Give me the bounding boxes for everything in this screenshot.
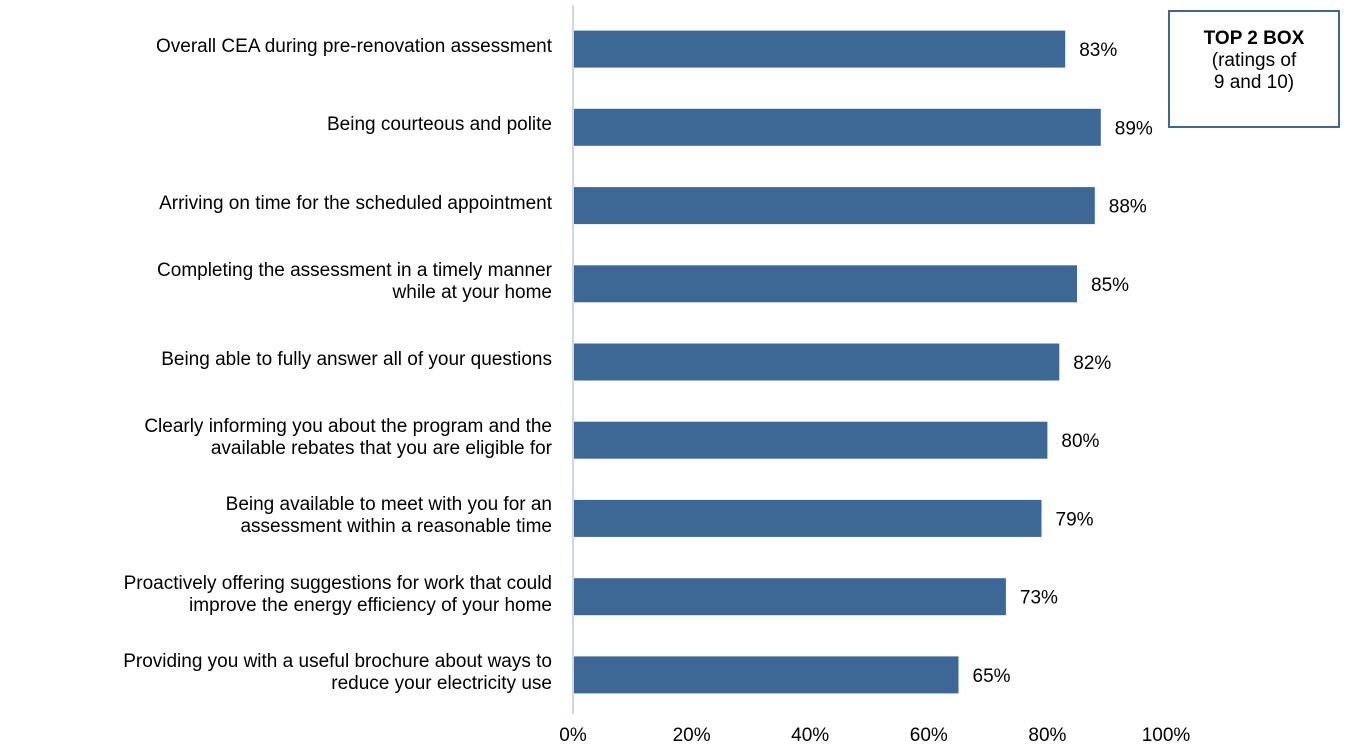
x-tick-label: 20% <box>673 725 711 746</box>
bar <box>574 656 959 694</box>
data-label: 79% <box>1056 509 1094 530</box>
category-label: Being able to fully answer all of your q… <box>161 349 552 371</box>
category-label: Arriving on time for the scheduled appoi… <box>159 193 552 215</box>
category-label: Providing you with a useful brochure abo… <box>123 651 552 695</box>
x-tick-label: 100% <box>1142 725 1191 746</box>
category-label: Proactively offering suggestions for wor… <box>124 573 552 617</box>
category-label-line: Overall CEA during pre-renovation assess… <box>155 36 552 58</box>
data-label: 85% <box>1091 275 1129 296</box>
category-label-line: available rebates that you are eligible … <box>210 438 552 460</box>
x-tick-label: 0% <box>559 725 587 746</box>
data-label: 65% <box>973 666 1011 687</box>
category-label-line: Being able to fully answer all of your q… <box>161 349 552 370</box>
category-label-line: Clearly informing you about the program … <box>144 416 552 438</box>
x-tick-label: 40% <box>791 725 829 746</box>
bar <box>574 578 1006 616</box>
category-label: Being available to meet with you for an a… <box>226 494 552 538</box>
bar <box>574 30 1066 68</box>
bar <box>574 187 1095 225</box>
category-label-line: assessment within a reasonable time <box>240 516 552 538</box>
bar <box>574 108 1101 146</box>
data-label: 88% <box>1109 197 1147 218</box>
note-line-2: 9 and 10) <box>1213 72 1295 93</box>
bar <box>574 343 1060 381</box>
x-tick-label: 60% <box>910 725 948 746</box>
note-line-1: (ratings of <box>1211 50 1297 71</box>
bar <box>574 421 1048 459</box>
category-label-line: improve the energy efficiency of your ho… <box>189 594 552 616</box>
category-label-line: Completing the assessment in a timely ma… <box>157 259 552 281</box>
data-label: 83% <box>1079 40 1117 61</box>
top-2-box-note: TOP 2 BOX (ratings of 9 and 10) <box>1168 10 1340 128</box>
x-tick-label: 80% <box>1028 725 1066 746</box>
category-label: Clearly informing you about the program … <box>144 416 552 460</box>
category-label-line: while at your home <box>392 281 552 303</box>
category-label: Being courteous and polite <box>327 114 552 136</box>
data-label: 73% <box>1020 588 1058 609</box>
bar <box>574 265 1077 303</box>
data-label: 89% <box>1115 118 1153 139</box>
bar <box>574 499 1042 537</box>
category-label-line: Being courteous and polite <box>327 114 552 136</box>
category-label-line: Providing you with a useful brochure abo… <box>123 650 552 672</box>
category-label: Completing the assessment in a timely ma… <box>157 260 552 304</box>
category-label-line: reduce your electricity use <box>331 672 552 694</box>
note-title: TOP 2 BOX <box>1203 28 1305 49</box>
category-label-line: Being available to meet with you for an <box>225 494 552 516</box>
category-label-line: Proactively offering suggestions for wor… <box>123 572 552 594</box>
data-label: 82% <box>1073 353 1111 374</box>
category-label: Overall CEA during pre-renovation assess… <box>156 36 552 58</box>
category-label-line: Arriving on time for the scheduled appoi… <box>159 192 552 214</box>
data-label: 80% <box>1061 431 1099 452</box>
